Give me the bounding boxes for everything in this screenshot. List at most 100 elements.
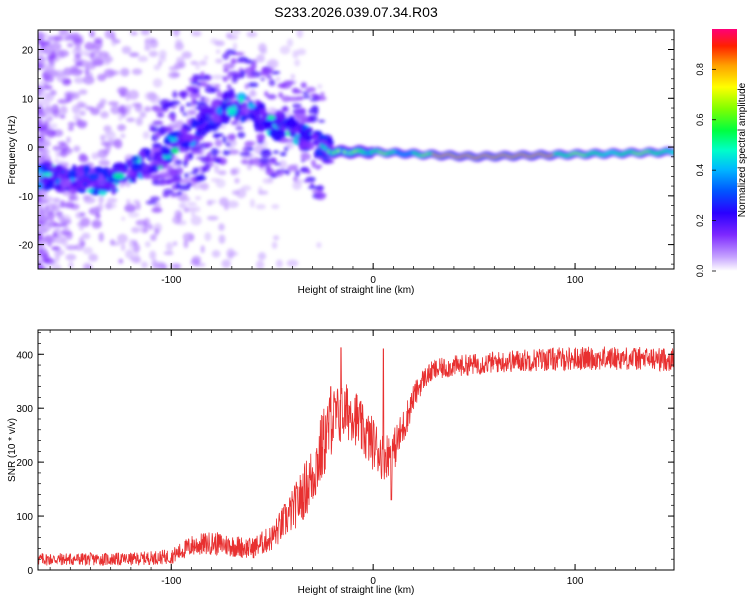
spectrogram-cell [275,113,287,121]
spectrogram-cell [78,188,87,194]
spectrogram-cell [670,150,674,155]
spectrogram-cell [38,124,48,132]
x-tick-label: 100 [567,275,584,286]
spectrogram-cell [268,79,276,87]
spectrogram-cell [38,163,47,170]
spectrogram-cell [200,81,207,87]
spectrogram-cell [110,105,121,115]
spectrogram-cell [55,164,63,172]
spectrogram-cell [159,128,165,136]
spectrogram-cell [74,45,82,52]
spectrogram-cell [197,135,204,141]
spectrogram-cell [257,252,267,261]
spectrogram-cell [189,81,201,85]
colorbar-tick-label: 0.0 [695,265,705,278]
spectrogram-cell [162,264,168,269]
spectrogram-cell [55,249,65,256]
spectrogram-cell [59,105,68,115]
spectrogram-cell [153,64,161,71]
spectrogram-cell [252,110,261,115]
spectrogram-cell [142,131,150,139]
spectrogram-cell [188,152,194,161]
spectrogram-cell [120,133,126,139]
spectrogram-cell [290,73,296,80]
spectrogram-heatmap [38,30,674,269]
spectrogram-cell [257,102,266,110]
spectrogram-cell [226,34,239,40]
spectrogram-cell [186,102,192,107]
spectrogram-cell [172,90,178,99]
spectrogram-cell [249,198,255,208]
spectrogram-cell [199,117,204,122]
spectrogram-cell [117,124,126,132]
spectrogram-cell [172,215,182,225]
spectrogram-cell [148,50,159,58]
spectrogram-cell [241,147,249,152]
spectrogram-cell [44,67,56,75]
spectrogram-cell [120,67,130,77]
spectrogram-cell [186,182,192,188]
spectrogram-cell [67,169,76,179]
spectrogram-cell [306,170,312,175]
spectrogram-cell [294,89,303,94]
spectrogram-cell [211,74,224,80]
spectrogram-cell [244,140,257,146]
spectrogram-cell [218,234,226,244]
spectrogram-cell [127,169,132,177]
spectrogram-cell [240,159,250,164]
colorbar-tick-label: 0.4 [695,164,705,177]
spectrogram-cell [180,178,191,184]
spectrogram-cell [85,106,94,111]
spectrogram-cell [189,146,201,152]
spectrogram-cell [205,74,213,81]
spectrogram-cell [193,206,201,213]
spectrogram-cell [142,164,150,171]
spectrogram-cell [73,39,79,45]
spectrogram-cell [210,147,219,156]
spectrogram-cell [154,105,162,114]
spectrogram-cell [65,230,73,240]
spectrogram-cell [170,147,180,154]
spectrogram-cell [317,84,323,89]
spectrogram-cell [162,126,173,131]
spectrogram-cell [158,178,167,186]
spectrogram-cell [296,30,304,39]
spectrogram-cell [227,133,236,141]
spectrogram-cell [91,220,102,227]
spectrogram-cell [262,113,269,120]
spectrogram-cell [131,226,141,234]
spectrogram-cell [112,172,125,180]
spectrogram-cell [225,142,231,147]
spectrogram-cell [68,261,74,269]
spectrogram-cell [65,245,78,251]
spectrogram-cell [190,215,202,226]
spectrogram-cell [286,259,299,267]
spectrogram-cell [158,49,167,59]
spectrogram-cell [274,118,284,129]
spectrogram-cell [135,117,143,126]
figure-title: S233.2026.039.07.34.R03 [274,4,438,20]
spectrogram-cell [206,215,219,221]
spectrogram-cell [57,98,70,104]
x-tick-label: 0 [370,576,376,587]
spectrogram-cell [292,138,299,145]
spectrogram-cell [250,62,257,71]
spectrogram-cell [43,234,56,242]
spectrogram-cell [172,241,178,246]
spectrogram-cell [191,211,196,217]
spectrogram-cell [191,30,202,37]
spectrogram-cell [69,192,76,201]
spectrogram-cell [54,69,66,77]
spectrogram-cell [137,55,149,62]
spectrogram-cell [100,134,106,142]
spectrogram-cell [281,95,291,103]
spectrogram-cell [200,245,205,254]
spectrogram-cell [151,259,158,269]
spectrogram-cell [260,77,265,81]
spectrogram-cell [293,108,302,117]
spectrogram-cell [258,163,265,169]
spectrogram-cell [139,111,147,119]
spectrogram-cell [204,142,214,147]
spectrogram-cell [317,151,325,157]
